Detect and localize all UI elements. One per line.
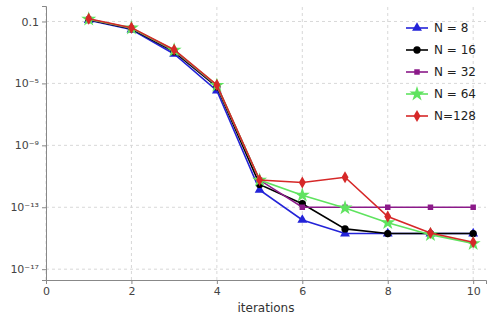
legend-marker [414, 69, 419, 74]
tick-label: 2 [128, 285, 135, 298]
legend-item: N = 64 [406, 86, 476, 101]
marker [428, 205, 433, 210]
marker [299, 176, 306, 188]
tick-label: 0 [43, 285, 50, 298]
legend-marker [414, 110, 421, 122]
tick-label: 0.1 [22, 16, 40, 29]
series [85, 13, 476, 249]
marker [385, 205, 390, 210]
tick-label: 10⁻¹³ [10, 201, 39, 214]
marker [470, 236, 477, 248]
tick-mark [42, 145, 46, 146]
marker [383, 228, 393, 237]
tick-mark [42, 83, 46, 84]
grid-line [387, 6, 388, 280]
tick-label: 6 [299, 285, 306, 298]
legend-item: N=128 [406, 109, 476, 123]
tick-label: 10⁻¹⁷ [10, 263, 39, 276]
marker [468, 228, 478, 237]
tick: 10⁻⁹ [15, 139, 46, 152]
legend-marker [413, 46, 420, 53]
y-axis: 0.1 10⁻⁵ 10⁻⁹ 10⁻¹³ 10⁻¹⁷ [10, 7, 46, 281]
series-line [89, 19, 473, 243]
tick: 8 [385, 280, 392, 298]
legend-label: N = 8 [434, 21, 468, 35]
tick: 10⁻¹³ [10, 201, 46, 214]
tick-label: 10 [467, 285, 481, 298]
grid-line [46, 145, 486, 146]
legend-marker [412, 22, 422, 31]
plot-area [81, 11, 480, 250]
marker [128, 22, 135, 34]
legend-item: N = 8 [406, 21, 468, 35]
grid-line [46, 269, 486, 270]
series [85, 16, 477, 237]
axis-line [47, 281, 487, 285]
series [81, 11, 480, 250]
tick: 0.1 [22, 16, 47, 29]
tick-label: 10⁻⁵ [15, 77, 39, 90]
marker [295, 187, 310, 201]
grid-line [131, 6, 132, 280]
tick-mark [217, 280, 218, 284]
tick: 10 [467, 280, 481, 298]
tick: 10⁻¹⁷ [10, 263, 46, 276]
tick-mark [473, 280, 474, 284]
tick-mark [42, 207, 46, 208]
legend-label: N = 16 [434, 43, 476, 57]
marker [171, 44, 178, 56]
tick-label: 8 [385, 285, 392, 298]
legend-label: N=128 [434, 109, 476, 123]
marker [213, 79, 220, 91]
marker [342, 171, 349, 183]
tick-mark [42, 21, 46, 22]
tick-label: 4 [214, 285, 221, 298]
marker [300, 205, 305, 210]
grid-line [46, 83, 486, 84]
marker [338, 200, 353, 214]
marker [470, 205, 475, 210]
legend-item: N = 32 [406, 65, 476, 79]
tick-mark [131, 280, 132, 284]
tick-mark [42, 269, 46, 270]
legend-label: N = 32 [434, 65, 476, 79]
marker [384, 211, 391, 223]
tick-label: 10⁻⁹ [15, 139, 39, 152]
marker [81, 11, 96, 25]
marker [256, 174, 263, 186]
tick-mark [302, 280, 303, 284]
tick-mark [388, 280, 389, 284]
series-line [89, 20, 473, 233]
legend-item: N = 16 [406, 43, 476, 57]
tick: 10⁻⁵ [15, 77, 46, 90]
legend-label: N = 64 [434, 87, 476, 101]
series-line [89, 19, 473, 207]
legend: N = 8 N = 16 N = 32 N = 64 N=128 [406, 21, 476, 123]
grid [46, 6, 486, 280]
chart: 0 2 4 6 8 10 0.1 10⁻⁵ 10⁻⁹ 10⁻¹³ 10⁻¹⁷ iterations N … [0, 0, 500, 320]
x-axis: 0 2 4 6 8 10 [43, 280, 487, 298]
marker [297, 214, 307, 223]
tick: 6 [299, 280, 306, 298]
legend-marker [409, 86, 424, 100]
marker [252, 172, 267, 186]
marker [85, 13, 92, 25]
tick: 4 [214, 280, 221, 298]
grid-line [302, 6, 303, 280]
grid-line [216, 6, 217, 280]
series-line [89, 19, 473, 242]
marker [466, 236, 481, 250]
marker [341, 225, 348, 232]
series [84, 15, 478, 237]
marker [427, 227, 434, 239]
axis-line [42, 7, 47, 281]
x-axis-title: iterations [238, 301, 295, 315]
tick: 2 [128, 280, 135, 298]
marker [384, 230, 391, 237]
grid-line [46, 21, 486, 22]
series-line [89, 20, 473, 234]
tick: 0 [43, 280, 50, 298]
